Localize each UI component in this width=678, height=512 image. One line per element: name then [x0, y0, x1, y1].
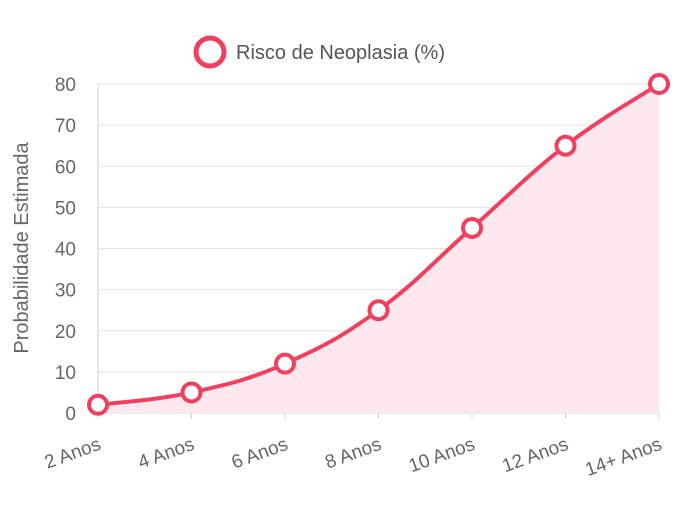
x-tick-label: 10 Anos — [406, 434, 478, 477]
x-tick-label: 4 Anos — [135, 434, 197, 474]
data-point[interactable] — [367, 299, 390, 322]
data-point[interactable] — [87, 393, 109, 416]
y-axis-title: Probabilidade Estimada — [11, 142, 33, 354]
y-axis-ticks: 0 10 20 30 40 50 60 70 80 — [55, 75, 76, 425]
series-points — [87, 73, 670, 416]
data-point[interactable] — [274, 352, 296, 375]
legend[interactable]: Risco de Neoplasia (%) — [193, 35, 445, 69]
y-tick-label: 70 — [55, 116, 76, 137]
x-tick-label: 8 Anos — [322, 434, 384, 474]
y-tick-label: 60 — [55, 157, 76, 178]
y-tick-label: 10 — [55, 363, 76, 384]
y-tick-label: 0 — [65, 404, 76, 425]
grid-lines — [97, 83, 660, 419]
x-tick-label: 14+ Anos — [583, 434, 665, 481]
data-point[interactable] — [461, 216, 483, 239]
x-axis-ticks: 2 Anos 4 Anos 6 Anos 8 Anos 10 Anos 12 Anos 14… — [42, 434, 665, 481]
y-tick-label: 40 — [55, 240, 76, 261]
data-point[interactable] — [554, 134, 577, 157]
legend-marker-icon — [193, 35, 227, 69]
data-point[interactable] — [648, 73, 670, 95]
x-tick-label: 12 Anos — [499, 434, 571, 477]
y-tick-label: 80 — [55, 75, 76, 96]
x-tick-label: 6 Anos — [229, 434, 291, 474]
series-area — [98, 84, 659, 413]
y-tick-label: 30 — [55, 281, 76, 302]
data-point[interactable] — [180, 381, 203, 404]
y-tick-label: 50 — [55, 198, 76, 219]
y-tick-label: 20 — [55, 322, 76, 343]
legend-label: Risco de Neoplasia (%) — [236, 42, 445, 64]
x-tick-label: 2 Anos — [42, 434, 104, 474]
